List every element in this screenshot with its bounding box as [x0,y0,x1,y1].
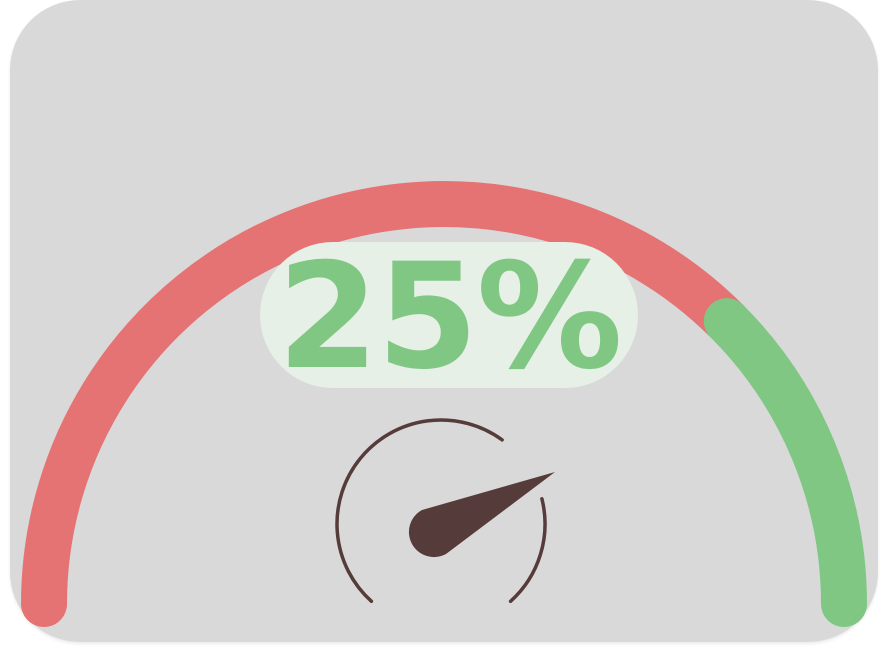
percent-value: 25% [277,232,622,402]
percent-label-pill: 25% [260,232,638,402]
gauge-arc-remaining [21,181,750,627]
speedometer-icon [335,418,555,604]
gauge-arc-filled [703,298,867,627]
